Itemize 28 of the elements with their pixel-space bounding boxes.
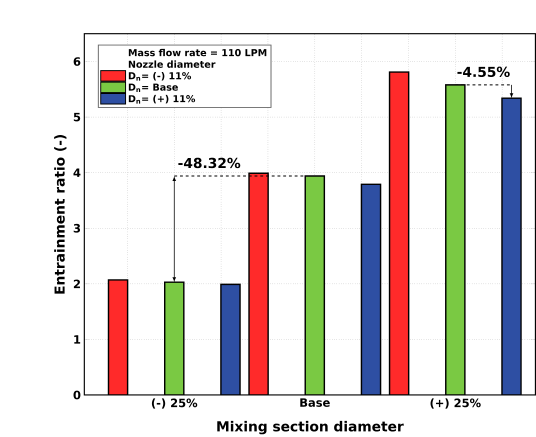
bar [360,183,382,395]
annotation: -4.55% [457,66,510,77]
y-tick-label: 1 [74,334,80,344]
bar [304,175,326,395]
bar [248,172,269,395]
legend-label: D$_{n}$= Base [128,83,178,92]
x-tick-label: Base [300,398,330,407]
x-tick-label: (+) 25% [430,398,481,408]
annotation: Mass flow rate = 110 LPM [128,48,266,56]
bar [220,283,241,395]
bar [164,281,185,395]
bar [445,84,466,395]
x-axis-title: Mixing section diameter [217,420,404,434]
bar [388,71,410,395]
y-tick-label: 4 [73,168,80,177]
legend-label: D$_{n}$= (+) 11% [128,94,196,104]
y-axis-title: Entrainment ratio (-) [54,134,66,294]
x-tick-label: (-) 25% [152,398,198,408]
legend-label: D$_{n}$= (-) 11% [128,72,192,80]
y-tick-label: 5 [74,112,80,122]
y-tick-label: 3 [74,224,80,232]
bar [108,278,128,395]
y-tick-label: 6 [74,56,80,66]
annotation: -48.32% [178,158,240,168]
legend-title: Nozzle diameter [128,60,216,68]
y-tick-label: 0 [74,390,80,400]
y-tick-label: 2 [74,279,80,288]
bar [501,97,522,395]
